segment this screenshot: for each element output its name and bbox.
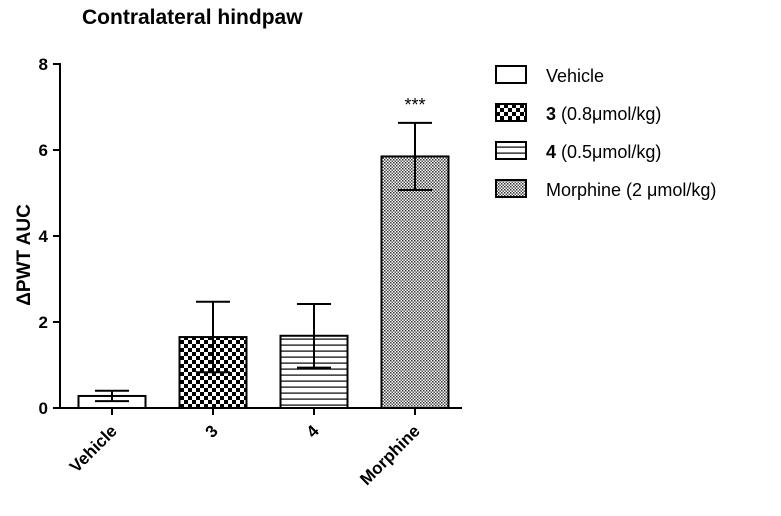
legend-compound-number: 4 bbox=[546, 142, 556, 162]
annotations: *** bbox=[404, 95, 425, 115]
legend-swatch bbox=[495, 141, 527, 160]
bars bbox=[77, 155, 450, 410]
legend-entry-label: Morphine (2 μmol/kg) bbox=[546, 180, 716, 200]
x-category-label: Morphine bbox=[356, 421, 424, 489]
y-tick-label: 6 bbox=[39, 141, 48, 160]
legend-entry-label: Vehicle bbox=[546, 66, 604, 86]
legend-entry-text: Vehicle bbox=[546, 66, 604, 86]
legend-entry-text: (0.8μmol/kg) bbox=[556, 104, 661, 124]
y-tick-label: 8 bbox=[39, 55, 48, 74]
x-category-label: Vehicle bbox=[66, 421, 121, 476]
x-category-label: 3 bbox=[202, 421, 222, 441]
legend-entry-label: 3 (0.8μmol/kg) bbox=[546, 104, 661, 124]
y-tick-label: 0 bbox=[39, 399, 48, 418]
x-category-label: 4 bbox=[303, 421, 324, 442]
chart-title: Contralateral hindpaw bbox=[82, 6, 303, 29]
significance-marker: *** bbox=[404, 95, 425, 115]
bar-morphine bbox=[380, 155, 450, 409]
y-tick-label: 2 bbox=[39, 313, 48, 332]
y-axis-label: ΔPWT AUC bbox=[14, 204, 35, 306]
error-bars bbox=[95, 121, 432, 403]
legend-swatch bbox=[495, 179, 527, 198]
legend-compound-number: 3 bbox=[546, 104, 556, 124]
legend-entry-label: 4 (0.5μmol/kg) bbox=[546, 142, 661, 162]
legend-entry-text: (0.5μmol/kg) bbox=[556, 142, 661, 162]
legend-swatch bbox=[495, 65, 527, 84]
y-tick-label: 4 bbox=[39, 227, 49, 246]
legend-swatch bbox=[495, 103, 527, 122]
legend-entry-text: Morphine (2 μmol/kg) bbox=[546, 180, 716, 200]
